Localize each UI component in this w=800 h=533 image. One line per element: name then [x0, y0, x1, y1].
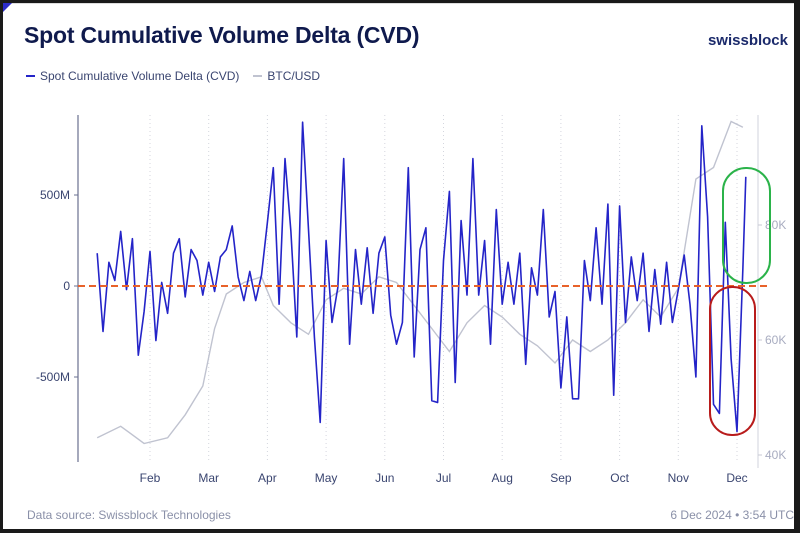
- left-axis-label: -500M: [36, 370, 70, 384]
- left-axis-label: 500M: [40, 188, 70, 202]
- x-tick-label: Jul: [436, 471, 451, 485]
- chart-title: Spot Cumulative Volume Delta (CVD): [24, 22, 420, 48]
- x-tick-label: Sep: [550, 471, 572, 485]
- brand-logo: swissblock: [707, 32, 788, 49]
- right-axis-label: 80K: [765, 218, 786, 232]
- x-tick-label: Mar: [198, 471, 219, 485]
- chart-legend: Spot Cumulative Volume Delta (CVD) BTC/U…: [26, 69, 320, 83]
- left-axis-label: 0: [63, 279, 70, 293]
- x-tick-label: Nov: [668, 471, 689, 485]
- data-source: Data source: Swissblock Technologies: [27, 508, 231, 522]
- x-tick-label: May: [315, 471, 338, 485]
- corner-marker-icon: [3, 3, 12, 12]
- red-highlight-ellipse: [709, 286, 756, 436]
- right-axis-label: 60K: [765, 333, 786, 347]
- x-tick-label: Oct: [610, 471, 629, 485]
- x-tick-label: Feb: [140, 471, 161, 485]
- x-tick-label: Apr: [258, 471, 277, 485]
- right-axis-label: 40K: [765, 448, 786, 462]
- legend-item-btc[interactable]: BTC/USD: [253, 69, 320, 83]
- btc-usd-line: [96, 120, 744, 445]
- x-tick-label: Dec: [726, 471, 747, 485]
- x-tick-label: Jun: [375, 471, 394, 485]
- green-highlight-ellipse: [722, 167, 771, 284]
- legend-label-btc: BTC/USD: [267, 69, 321, 83]
- cvd-line: [96, 121, 747, 433]
- chart-panel: [3, 3, 794, 529]
- legend-swatch-btc-icon: [253, 75, 263, 77]
- legend-label-cvd: Spot Cumulative Volume Delta (CVD): [40, 69, 240, 83]
- legend-swatch-cvd-icon: [26, 75, 35, 77]
- timestamp: 6 Dec 2024 • 3:54 UTC: [670, 508, 794, 522]
- x-tick-label: Aug: [492, 471, 513, 485]
- legend-item-cvd[interactable]: Spot Cumulative Volume Delta (CVD): [26, 69, 239, 83]
